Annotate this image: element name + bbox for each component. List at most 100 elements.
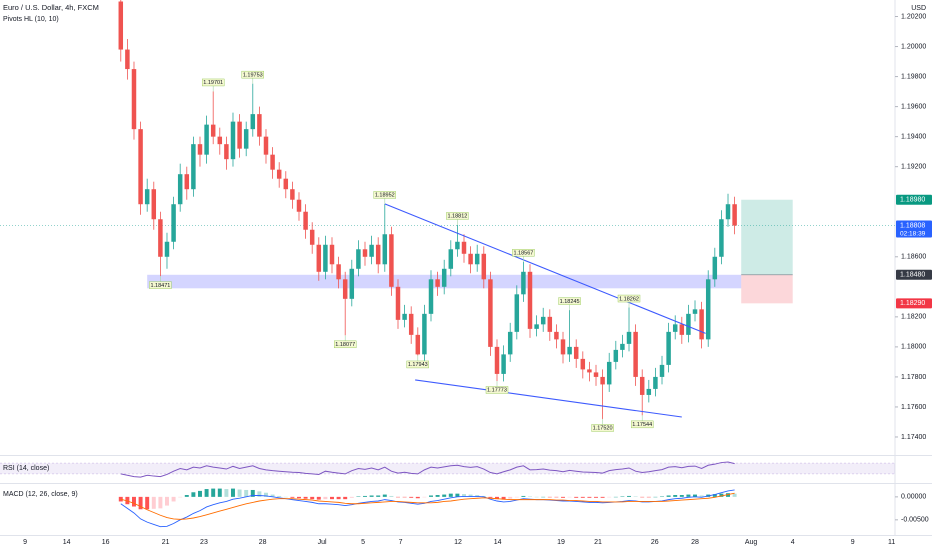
trendline — [384, 203, 706, 334]
target-price-label-box — [896, 194, 932, 205]
macd-histogram-bar — [468, 494, 473, 497]
pivot-label-box — [591, 424, 614, 432]
macd-histogram-bar — [719, 493, 724, 497]
macd-histogram-bar — [323, 496, 328, 500]
pivot-label-box — [512, 249, 535, 257]
candle-body — [653, 376, 658, 389]
candle-body — [488, 279, 493, 347]
candle-body — [408, 313, 414, 335]
candle-body — [395, 286, 401, 320]
y-tick-label: 1.20200 — [901, 13, 926, 20]
y-tick-label: 1.19600 — [901, 103, 926, 110]
candle-body — [250, 114, 256, 130]
macd-histogram-bar — [237, 489, 242, 497]
y-tick-label: 1.18600 — [901, 254, 926, 261]
trendline — [415, 379, 682, 418]
candle-body — [276, 169, 282, 179]
candle-body — [573, 346, 579, 359]
candle-body — [679, 324, 685, 335]
candle-body — [283, 178, 289, 190]
candle-body — [389, 234, 394, 287]
candle-body — [534, 324, 539, 329]
macd-histogram-bar — [250, 489, 255, 497]
candle-body — [732, 204, 737, 226]
pivot-label: 1.18077 — [335, 342, 355, 348]
candle-body — [481, 253, 487, 280]
pivot-label-box — [446, 212, 469, 220]
candle-body — [138, 129, 143, 205]
macd-histogram-bar — [693, 494, 697, 497]
pivot-label-box — [201, 78, 225, 87]
x-tick-label: 14 — [63, 539, 71, 546]
candle-body — [580, 358, 586, 370]
x-tick-label: 23 — [200, 539, 208, 546]
macd-histogram-bar — [574, 496, 579, 498]
macd-histogram-bar — [389, 495, 394, 497]
candle-body — [705, 279, 711, 340]
pivot-label-box — [485, 386, 509, 394]
candle-body — [131, 69, 137, 130]
candle-body — [171, 204, 176, 242]
candle-body — [349, 268, 355, 299]
macd-histogram-bar — [501, 496, 506, 500]
macd-histogram-bar — [184, 495, 189, 497]
countdown: 02:18:39 — [900, 230, 926, 237]
macd-histogram-bar — [310, 496, 315, 500]
pivot-label-box — [631, 420, 654, 429]
candle-body — [270, 154, 275, 170]
candle-body — [593, 372, 599, 377]
candle-body — [197, 144, 203, 155]
macd-histogram-bar — [561, 496, 565, 498]
y-tick-label: 1.17400 — [901, 434, 926, 441]
rsi-line — [120, 461, 735, 478]
macd-histogram-bar — [224, 489, 229, 497]
candle-body — [646, 388, 652, 395]
candle-body — [666, 331, 671, 365]
macd-histogram-bar — [699, 495, 704, 497]
pivot-label: 1.19753 — [243, 72, 263, 78]
candle-body — [164, 241, 170, 257]
candle-body — [686, 313, 691, 335]
macd-histogram-bar — [257, 491, 262, 497]
macd-histogram-bar — [712, 494, 717, 497]
candle-body — [303, 211, 308, 230]
macd-histogram-bar — [448, 493, 453, 497]
candle-body — [382, 234, 388, 265]
candle-body — [547, 316, 553, 332]
pivot-label-box — [241, 70, 264, 79]
macd-histogram-bar — [488, 496, 493, 498]
rsi-pane — [0, 461, 895, 478]
pivot-label-box — [558, 297, 581, 305]
y-tick-label: 1.19200 — [901, 164, 926, 171]
candle-body — [527, 271, 533, 329]
macd-histogram-bar — [376, 495, 381, 497]
macd-label: MACD (12, 26, close, 9) — [3, 491, 78, 498]
y-tick-label: 1.19400 — [901, 133, 926, 140]
candle-body — [613, 349, 619, 362]
x-tick-label: 21 — [594, 539, 602, 546]
macd-histogram-bar — [138, 496, 143, 510]
macd-histogram-bar — [442, 494, 447, 497]
macd-line — [120, 489, 735, 528]
x-tick-label: 9 — [23, 539, 27, 546]
candle-body — [501, 354, 506, 374]
macd-histogram-bar — [191, 492, 196, 497]
macd-histogram-bar — [231, 488, 235, 497]
macd-histogram-bar — [118, 496, 123, 502]
macd-histogram-bar — [290, 496, 295, 498]
macd-histogram-bar — [409, 496, 414, 498]
rsi-label: RSI (14, close) — [3, 465, 49, 472]
macd-histogram-bar — [382, 494, 387, 497]
macd-histogram-bar — [666, 495, 671, 497]
candle-body — [699, 309, 704, 340]
y-tick-label: 1.17600 — [901, 404, 926, 411]
macd-histogram-bar — [475, 495, 480, 497]
pivot-label: 1.17943 — [408, 362, 428, 368]
candle-body — [356, 249, 361, 269]
macd-histogram-bar — [297, 496, 301, 499]
macd-histogram-bar — [587, 496, 592, 498]
candle-body — [567, 346, 572, 355]
macd-histogram-bar — [316, 496, 321, 500]
candle-body — [191, 144, 196, 190]
candle-body — [263, 136, 269, 155]
